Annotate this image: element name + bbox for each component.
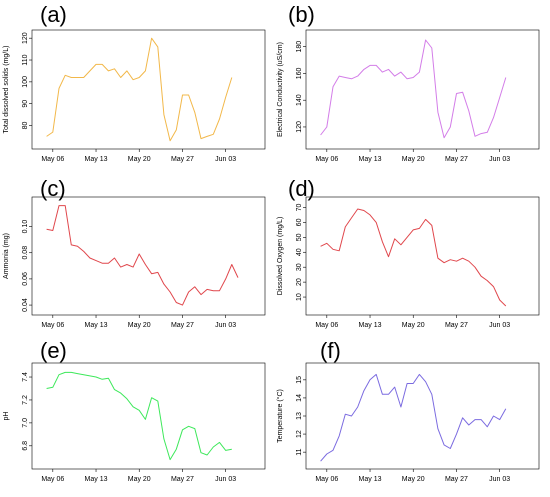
y-tick-label: 11: [296, 448, 303, 455]
y-tick-label: 120: [296, 121, 303, 133]
y-axis-label: Total dissolved solids (mg/L): [3, 46, 10, 134]
y-tick-label: 70: [296, 203, 303, 211]
y-tick-label: 160: [296, 68, 303, 80]
x-tick-label: Jun 03: [215, 156, 236, 163]
x-tick-label: May 20: [402, 156, 425, 163]
panel-e: (e) pH 6.8 7.0 7.2 7.4 May 06 May 13 May 20 May…: [3, 338, 266, 483]
y-axis-label: Ammonia (mg): [3, 233, 10, 279]
x-tick-label: May 13: [85, 156, 108, 163]
x-tick-label: May 20: [128, 476, 151, 483]
series-line: [46, 205, 239, 306]
y-tick-label: 30: [296, 263, 303, 271]
x-tick-label: May 20: [402, 476, 425, 483]
y-tick-label: 20: [296, 278, 303, 286]
plot-frame: [305, 29, 540, 150]
y-tick-label: 100: [22, 76, 29, 88]
series-line: [46, 37, 233, 142]
x-tick-label: May 27: [171, 156, 194, 163]
y-tick-label: 0.04: [22, 298, 29, 312]
x-tick-label: Jun 03: [489, 476, 510, 483]
y-tick-label: 14: [296, 394, 303, 402]
x-tick-label: Jun 03: [489, 156, 510, 163]
y-tick-label: 60: [296, 218, 303, 226]
series-line: [320, 373, 507, 462]
y-tick-label: 120: [22, 32, 29, 44]
x-tick-label: May 13: [359, 322, 382, 329]
panel-label: (f): [320, 338, 341, 363]
series-line: [320, 208, 507, 307]
y-tick-label: 13: [296, 412, 303, 420]
x-tick-label: Jun 03: [215, 476, 236, 483]
x-tick-label: May 06: [315, 322, 338, 329]
panel-label: (e): [40, 338, 67, 363]
y-tick-label: 0.08: [22, 246, 29, 260]
panel-f: (f) Temperature (°C) 11 12 13 14 15 May 06 May…: [276, 338, 540, 483]
y-axis-label: Dissolved Oxygen (mg/L): [277, 217, 284, 296]
y-axis-label: pH: [3, 412, 10, 421]
y-tick-label: 6.8: [22, 441, 29, 451]
x-tick-label: May 20: [402, 322, 425, 329]
y-tick-label: 110: [22, 54, 29, 65]
x-tick-label: May 06: [41, 156, 64, 163]
series-line: [46, 371, 232, 461]
y-axis-label: Temperature (°C): [276, 389, 284, 443]
x-tick-label: May 20: [128, 156, 151, 163]
plot-frame: [305, 196, 540, 316]
x-tick-label: May 27: [445, 476, 468, 483]
x-tick-label: May 20: [128, 322, 151, 329]
x-tick-label: May 06: [41, 322, 64, 329]
x-tick-label: May 27: [171, 322, 194, 329]
panel-b: (b) Electrical Conductivity (uS/cm) 120 1…: [277, 2, 540, 163]
y-tick-label: 0.10: [22, 220, 29, 234]
y-tick-label: 10: [296, 293, 303, 301]
x-tick-label: May 13: [359, 476, 382, 483]
x-tick-label: May 13: [359, 156, 382, 163]
x-tick-label: Jun 03: [215, 322, 236, 329]
y-tick-label: 180: [296, 41, 303, 53]
plot-frame: [31, 362, 266, 470]
x-tick-label: May 06: [41, 476, 64, 483]
x-tick-label: May 27: [445, 156, 468, 163]
panel-label: (b): [288, 2, 315, 27]
y-tick-label: 7.4: [22, 372, 29, 382]
y-tick-label: 15: [296, 376, 303, 384]
y-tick-label: 7.2: [22, 395, 29, 405]
plot-frame: [31, 29, 266, 150]
y-tick-label: 90: [22, 100, 29, 108]
plot-frame: [31, 196, 266, 316]
y-tick-label: 140: [296, 94, 303, 106]
x-tick-label: May 06: [315, 476, 338, 483]
x-tick-label: May 13: [85, 322, 108, 329]
plot-frame: [305, 362, 540, 470]
x-tick-label: May 27: [445, 322, 468, 329]
y-tick-label: 7.0: [22, 418, 29, 428]
panel-label: (a): [40, 2, 67, 27]
panel-d: (d) Dissolved Oxygen (mg/L) 102030405060…: [277, 176, 540, 329]
y-axis-label: Electrical Conductivity (uS/cm): [277, 42, 284, 137]
x-tick-label: May 06: [315, 156, 338, 163]
y-tick-label: 40: [296, 248, 303, 256]
series-line: [320, 39, 507, 139]
x-tick-label: May 27: [171, 476, 194, 483]
y-tick-label: 80: [22, 122, 29, 130]
y-tick-label: 0.06: [22, 272, 29, 286]
y-tick-label: 12: [296, 430, 303, 438]
panel-a: (a) Total dissolved solids (mg/L) 80 90 10…: [3, 2, 266, 163]
x-tick-label: May 13: [85, 476, 108, 483]
x-tick-label: Jun 03: [489, 322, 510, 329]
y-tick-label: 50: [296, 233, 303, 241]
